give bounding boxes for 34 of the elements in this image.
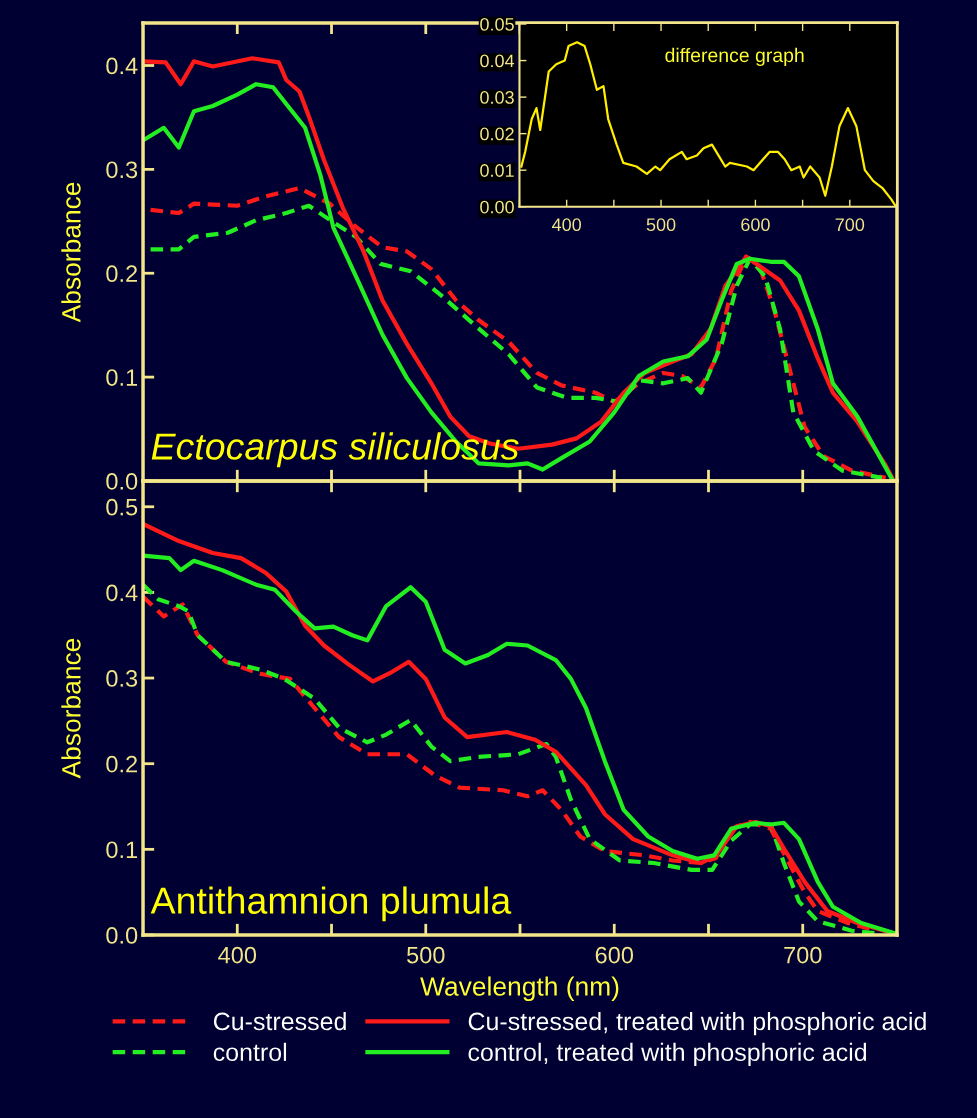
x-tick-label: 500 xyxy=(407,946,445,964)
y-tick-label: 0.3 xyxy=(106,161,138,179)
y-tick-label: 0.00 xyxy=(480,200,514,214)
legend-label: Cu-stressed, treated with phosphoric acid xyxy=(468,1011,926,1036)
annotation: difference graph xyxy=(665,47,804,66)
legend-label: Cu-stressed xyxy=(213,1011,346,1031)
y-tick-label: 0.04 xyxy=(480,54,515,68)
x-tick-label: 700 xyxy=(835,218,865,232)
y-tick-label: 0.03 xyxy=(480,91,514,104)
x-tick-label: 400 xyxy=(218,946,257,964)
y-tick-label: 0.2 xyxy=(106,755,137,773)
y-tick-label: 0.4 xyxy=(106,57,138,75)
y-tick-label: 0.1 xyxy=(106,841,138,859)
x-tick-label: 500 xyxy=(646,218,676,232)
y-tick-label: 0.05 xyxy=(480,17,514,31)
y-tick-label: 0.5 xyxy=(106,498,138,516)
y-tick-label: 0.3 xyxy=(106,670,138,687)
x-axis-title: Wavelength (nm) xyxy=(420,976,619,1002)
y-axis-title: Absorbance xyxy=(61,182,81,323)
x-tick-label: 600 xyxy=(741,218,770,232)
y-axis-title: Absorbance xyxy=(61,638,81,779)
legend-label: control, treated with phosphoric acid xyxy=(468,1042,867,1067)
x-tick-label: 700 xyxy=(784,946,822,964)
x-tick-label: 600 xyxy=(595,946,634,964)
legend-label: control xyxy=(213,1042,287,1062)
y-tick-label: 0.0 xyxy=(106,927,138,944)
y-tick-label: 0.02 xyxy=(480,127,514,141)
y-tick-label: 0.0 xyxy=(106,473,138,490)
x-tick-label: 400 xyxy=(552,218,582,232)
y-tick-label: 0.1 xyxy=(106,369,138,386)
y-tick-label: 0.4 xyxy=(106,584,138,602)
y-tick-label: 0.01 xyxy=(480,164,514,177)
annotation: Antithamnion plumula xyxy=(150,886,512,922)
y-tick-label: 0.2 xyxy=(106,265,137,283)
